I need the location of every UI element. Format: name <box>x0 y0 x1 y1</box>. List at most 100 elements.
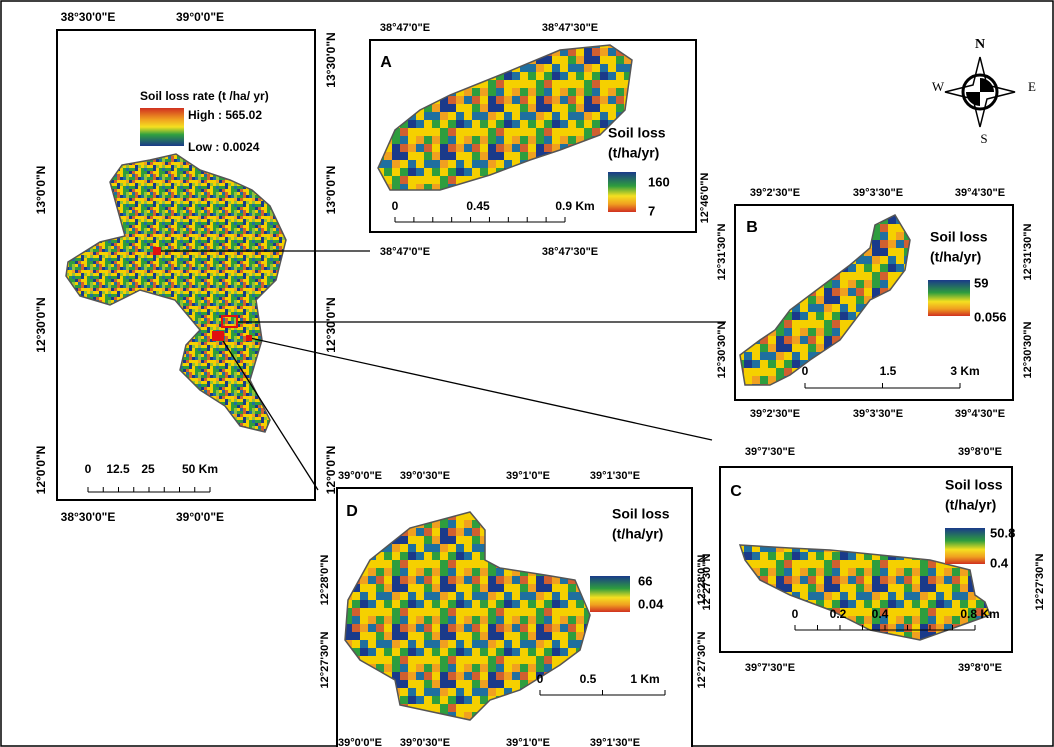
legend-title: Soil loss rate (t /ha/ yr) <box>140 89 269 103</box>
coord-label: 38°30'0"E <box>61 510 116 524</box>
site-marker <box>212 331 224 341</box>
legend-title: (t/ha/yr) <box>612 526 663 542</box>
legend-low: Low : 0.0024 <box>188 140 260 154</box>
compass-quadrant <box>966 78 994 106</box>
coord-label: 12°31'30"N <box>716 224 728 281</box>
coord-label: 38°47'30"E <box>542 22 598 34</box>
inset-label: B <box>746 219 758 236</box>
coord-label: 12°30'0"N <box>324 297 338 352</box>
coord-label: 39°1'30"E <box>590 470 640 482</box>
legend-title: Soil loss <box>930 229 988 245</box>
legend-ramp <box>140 108 184 146</box>
legend-title: (t/ha/yr) <box>930 249 981 265</box>
scale-label: 0.5 <box>580 672 597 686</box>
scale-label: 50 Km <box>182 462 218 476</box>
scale-label: 0 <box>792 607 799 621</box>
scale-label: 0.45 <box>466 199 490 213</box>
legend-min: 7 <box>648 203 655 218</box>
legend-high: High : 565.02 <box>188 108 262 122</box>
coord-label: 38°47'0"E <box>380 246 430 258</box>
coord-label: 12°30'0"N <box>34 297 48 352</box>
coord-label: 39°0'30"E <box>400 737 450 747</box>
coord-label: 13°30'0"N <box>324 32 338 87</box>
coord-label: 13°0'0"N <box>324 166 338 215</box>
compass-n: N <box>975 37 985 52</box>
compass-ring <box>961 73 999 111</box>
coord-label: 38°47'0"E <box>380 22 430 34</box>
legend-title: (t/ha/yr) <box>945 497 996 513</box>
leader-line <box>219 335 319 491</box>
coord-label: 39°1'0"E <box>506 737 550 747</box>
coord-label: 13°0'0"N <box>34 166 48 215</box>
scale-label: 1 Km <box>630 672 659 686</box>
coord-label: 12°30'30"N <box>1022 322 1034 379</box>
inset-area <box>739 214 911 386</box>
legend-title: Soil loss <box>612 506 670 522</box>
scale-label: 0 <box>392 199 399 213</box>
legend-max: 59 <box>974 275 988 290</box>
inset-label: A <box>380 54 392 71</box>
legend-ramp <box>608 172 636 212</box>
coord-label: 12°0'0"N <box>34 446 48 495</box>
scale-label: 1.5 <box>880 364 897 378</box>
scale-label: 3 Km <box>950 364 979 378</box>
coord-label: 39°2'30"E <box>750 408 800 420</box>
coord-label: 39°8'0"E <box>958 446 1002 458</box>
scale-label: 25 <box>141 462 155 476</box>
compass-s: S <box>980 131 987 146</box>
coord-label: 12°27'30"N <box>701 554 713 611</box>
legend-max: 160 <box>648 174 670 189</box>
content: 38°30'0"E 38°30'0"E 39°0'0"E 39°0'0"E 13°0'0… <box>34 10 1046 747</box>
coord-label: 39°3'30"E <box>853 408 903 420</box>
coord-label: 12°28'0"N <box>696 555 708 606</box>
coord-label: 12°0'0"N <box>324 446 338 495</box>
legend-title: Soil loss <box>945 477 1003 493</box>
legend-min: 0.4 <box>990 555 1009 570</box>
coord-label: 39°0'0"E <box>338 737 382 747</box>
coord-label: 12°46'0"N <box>699 173 711 224</box>
coord-label: 12°27'30"N <box>696 632 708 689</box>
coord-label: 39°4'30"E <box>955 187 1005 199</box>
inset-label: D <box>346 503 358 520</box>
site-marker <box>153 247 161 255</box>
coord-label: 39°0'0"E <box>338 470 382 482</box>
coord-label: 39°2'30"E <box>750 187 800 199</box>
legend-min: 0.056 <box>974 309 1007 324</box>
scale-label: 12.5 <box>106 462 130 476</box>
scale-label: 0.2 <box>830 607 847 621</box>
coord-label: 39°7'30"E <box>745 662 795 674</box>
inset-area <box>377 44 633 191</box>
coord-label: 12°27'30"N <box>319 632 331 689</box>
coord-label: 39°7'30"E <box>745 446 795 458</box>
legend-ramp <box>590 576 630 612</box>
compass-w: W <box>932 79 945 94</box>
legend-min: 0.04 <box>638 596 664 611</box>
legend-title: (t/ha/yr) <box>608 145 659 161</box>
coord-label: 39°3'30"E <box>853 187 903 199</box>
coord-label: 39°8'0"E <box>958 662 1002 674</box>
coord-label: 39°0'0"E <box>176 510 224 524</box>
coord-label: 12°31'30"N <box>1022 224 1034 281</box>
coord-label: 12°30'30"N <box>716 322 728 379</box>
scale-label: 0 <box>802 364 809 378</box>
scale-label: 0.4 <box>872 607 889 621</box>
coord-label: 39°4'30"E <box>955 408 1005 420</box>
compass-e: E <box>1028 79 1036 94</box>
legend-max: 66 <box>638 573 652 588</box>
scale-label: 0.8 Km <box>960 607 999 621</box>
watershed <box>65 153 287 433</box>
inset-label: C <box>730 483 742 500</box>
site-marker <box>246 335 252 341</box>
legend-max: 50.8 <box>990 525 1015 540</box>
inset-area <box>738 544 991 641</box>
main-map-frame <box>56 29 316 501</box>
coord-label: 12°28'0"N <box>319 555 331 606</box>
coord-label: 39°1'30"E <box>590 737 640 747</box>
coord-label: 12°27'30"N <box>1034 554 1046 611</box>
scale-label: 0.9 Km <box>555 199 594 213</box>
inset-area <box>344 511 591 721</box>
leader-line <box>249 337 713 441</box>
coord-label: 38°30'0"E <box>61 10 116 24</box>
scale-label: 0 <box>537 672 544 686</box>
